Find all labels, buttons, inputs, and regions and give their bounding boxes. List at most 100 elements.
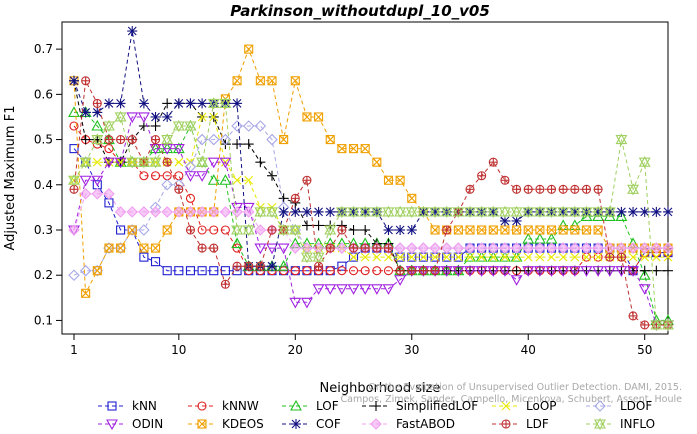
data-point	[150, 257, 161, 267]
data-point	[335, 205, 348, 219]
legend-item: ODIN	[98, 417, 163, 431]
data-point	[91, 119, 104, 131]
data-point	[627, 242, 639, 254]
data-point	[407, 193, 417, 203]
data-point	[114, 206, 127, 218]
data-point	[104, 135, 114, 145]
data-point	[149, 144, 162, 155]
data-point	[639, 265, 650, 276]
data-point	[419, 252, 428, 262]
data-point	[79, 175, 92, 187]
data-point	[219, 97, 232, 110]
data-point	[302, 112, 312, 122]
data-point	[185, 193, 196, 203]
x-tick-label: 20	[288, 343, 303, 357]
data-point	[581, 225, 592, 235]
data-point	[477, 171, 487, 181]
data-point	[535, 184, 545, 194]
data-point	[348, 144, 359, 154]
data-point	[487, 242, 500, 254]
series-line	[73, 125, 668, 272]
data-point	[651, 265, 662, 276]
data-point	[243, 139, 254, 150]
data-point	[383, 225, 394, 235]
data-point	[91, 133, 104, 146]
data-point	[127, 26, 138, 37]
data-point	[523, 252, 533, 262]
data-point	[546, 225, 557, 235]
data-point	[465, 225, 475, 235]
data-point	[81, 76, 91, 86]
data-point	[440, 205, 453, 219]
data-point	[254, 243, 267, 255]
data-point	[372, 157, 382, 167]
data-point	[267, 170, 277, 181]
data-point	[335, 284, 348, 295]
series-ODIN	[68, 112, 674, 332]
data-point	[430, 225, 440, 235]
data-point	[244, 44, 254, 54]
data-point	[174, 184, 184, 194]
data-point	[127, 135, 137, 145]
data-point	[452, 205, 465, 219]
data-point	[161, 206, 173, 218]
data-point	[475, 205, 488, 219]
data-point	[372, 252, 382, 262]
y-axis: 0.1 0.2 0.3 0.4 0.5 0.6 0.7	[34, 42, 62, 327]
data-point	[370, 284, 383, 295]
data-point	[628, 311, 638, 321]
data-point	[207, 157, 220, 169]
data-point	[627, 183, 639, 196]
data-point	[465, 252, 475, 262]
data-point	[545, 205, 558, 219]
data-point	[209, 243, 219, 253]
data-point	[68, 174, 80, 187]
data-point	[162, 157, 172, 167]
data-point	[114, 157, 127, 169]
data-point	[150, 121, 161, 131]
data-point	[501, 401, 511, 411]
data-point	[302, 175, 312, 185]
data-point	[628, 252, 638, 262]
series-line	[73, 193, 668, 249]
legend-item: kNNW	[188, 399, 259, 413]
data-point	[594, 417, 606, 431]
data-point	[172, 119, 185, 133]
series-line	[73, 116, 668, 258]
data-point	[337, 266, 347, 276]
series-line	[73, 79, 668, 326]
data-point	[453, 225, 463, 235]
data-point	[522, 205, 535, 219]
data-point	[522, 242, 535, 254]
data-point	[533, 205, 546, 219]
data-point	[349, 252, 358, 262]
data-point	[568, 205, 581, 219]
data-point	[126, 156, 139, 169]
data-point	[127, 225, 137, 235]
data-point	[116, 157, 125, 167]
data-point	[106, 419, 118, 431]
data-point	[137, 112, 150, 124]
data-point	[512, 184, 522, 194]
data-point	[615, 133, 628, 146]
data-point	[603, 266, 616, 277]
data-point	[464, 205, 476, 219]
data-point	[638, 156, 651, 169]
data-point	[510, 205, 523, 219]
data-point	[488, 252, 498, 262]
data-point	[384, 252, 393, 262]
data-point	[394, 242, 406, 254]
data-point	[103, 242, 115, 254]
data-point	[371, 401, 381, 411]
series-FastABOD	[68, 188, 674, 254]
data-point	[79, 156, 92, 169]
x-axis-label: Neighborhood size	[320, 381, 441, 396]
data-point	[650, 318, 663, 332]
data-point	[267, 76, 277, 86]
data-point	[488, 157, 498, 167]
data-point	[383, 266, 394, 276]
data-point	[418, 266, 428, 276]
x-tick-label: 1	[70, 343, 78, 357]
legend-label: ODIN	[132, 417, 163, 431]
data-point	[570, 184, 580, 194]
